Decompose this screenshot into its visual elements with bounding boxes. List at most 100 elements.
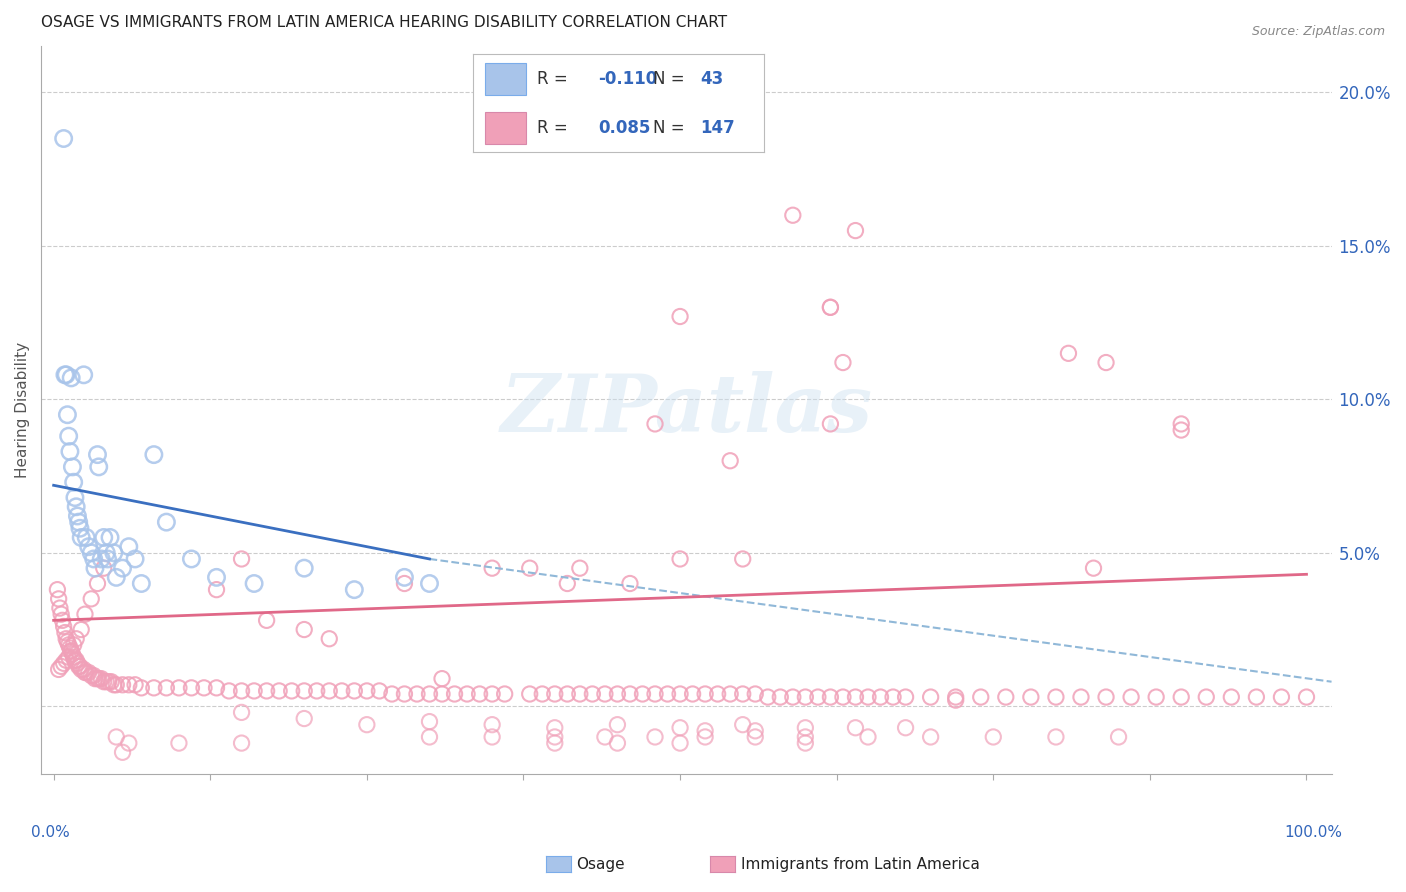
Point (59, 640, 82, 655)
Point (46, 582, 69, 597)
Point (56, 408, 79, 422)
Point (418, 714, 440, 729)
Point (53, 625, 76, 640)
Point (58, 650, 80, 665)
Point (682, 687, 704, 701)
Point (111, 678, 134, 692)
Point (820, 690, 842, 704)
Point (52, 657, 75, 671)
Point (243, 684, 266, 698)
Point (292, 684, 315, 698)
Point (318, 684, 340, 698)
Point (180, 681, 202, 695)
Point (292, 712, 315, 726)
Point (856, 730, 879, 744)
Point (167, 681, 190, 695)
Point (75, 665, 97, 680)
Point (52, 619, 75, 633)
Point (52, 131, 75, 145)
Point (820, 301, 842, 315)
Point (55, 653, 77, 667)
Point (1045, 690, 1067, 704)
Point (869, 690, 891, 704)
Point (920, 730, 942, 744)
Point (744, 687, 766, 701)
Point (782, 208, 804, 222)
Point (606, 717, 628, 731)
Point (1083, 561, 1105, 575)
Point (657, 687, 679, 701)
Point (62, 475, 84, 490)
Point (69, 521, 91, 535)
Point (820, 417, 842, 431)
Point (619, 576, 641, 591)
Point (269, 684, 291, 698)
Point (695, 730, 717, 744)
Point (481, 730, 503, 744)
Point (1170, 690, 1192, 704)
Point (1270, 690, 1292, 704)
Point (97, 674, 120, 689)
Point (718, 687, 741, 701)
Point (718, 454, 741, 468)
Point (58, 429, 80, 443)
Point (131, 576, 153, 591)
Point (406, 687, 429, 701)
Point (111, 745, 134, 759)
Point (87, 459, 110, 474)
Point (80, 668, 103, 682)
Point (1095, 355, 1118, 369)
Point (205, 582, 228, 597)
Point (305, 684, 328, 698)
Point (205, 681, 228, 695)
Point (1095, 690, 1118, 704)
Point (456, 687, 478, 701)
Point (103, 678, 125, 692)
Point (1119, 690, 1142, 704)
Point (90, 672, 112, 686)
Point (519, 561, 541, 575)
Point (105, 678, 128, 692)
Point (62, 647, 84, 661)
Point (844, 721, 866, 735)
Point (231, 706, 253, 720)
Point (430, 672, 453, 686)
Point (80, 591, 103, 606)
Point (669, 721, 692, 735)
Point (832, 690, 855, 704)
Point (970, 690, 993, 704)
Point (568, 561, 591, 575)
Point (60, 644, 83, 658)
Point (494, 687, 516, 701)
Point (844, 690, 866, 704)
Point (96, 674, 118, 689)
Text: OSAGE VS IMMIGRANTS FROM LATIN AMERICA HEARING DISABILITY CORRELATION CHART: OSAGE VS IMMIGRANTS FROM LATIN AMERICA H… (41, 15, 727, 30)
Point (49, 607, 72, 622)
Point (669, 687, 692, 701)
Point (794, 736, 817, 750)
Point (794, 721, 817, 735)
Point (105, 730, 128, 744)
Point (981, 730, 1004, 744)
Point (48, 591, 70, 606)
Point (60, 644, 83, 658)
Point (77, 540, 100, 554)
Point (782, 690, 804, 704)
Point (807, 690, 830, 704)
Point (256, 613, 278, 627)
Point (669, 736, 692, 750)
Point (48, 662, 70, 676)
Text: Source: ZipAtlas.com: Source: ZipAtlas.com (1251, 25, 1385, 38)
Point (65, 632, 87, 646)
Point (619, 687, 641, 701)
Point (73, 662, 96, 676)
Point (769, 690, 792, 704)
Point (83, 552, 105, 566)
Point (124, 678, 146, 692)
Point (593, 687, 616, 701)
Point (70, 662, 93, 676)
Point (93, 561, 115, 575)
Point (794, 690, 817, 704)
Point (519, 687, 541, 701)
Point (205, 570, 228, 584)
